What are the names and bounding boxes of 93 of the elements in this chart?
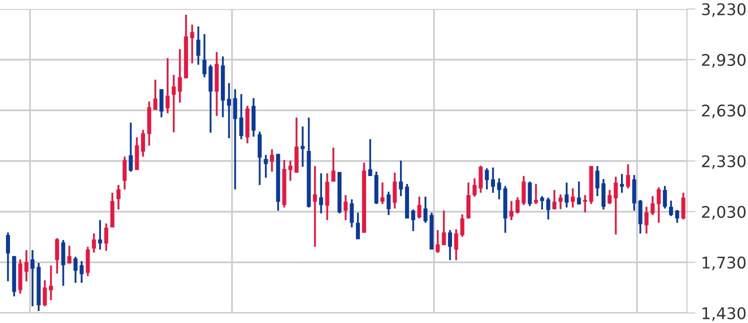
candlestick [534,183,538,205]
candlestick [570,187,575,208]
candlestick [141,129,146,158]
candlestick [48,264,53,302]
candlestick [92,232,96,254]
candlestick [491,166,495,194]
candlestick [159,88,164,118]
candlestick [516,196,520,214]
candlestick [528,180,532,207]
candlestick [540,195,544,210]
candlestick [681,192,686,220]
candlestick [98,219,102,250]
y-tick-label: 2,330 [702,155,746,169]
candlestick [436,229,440,254]
candlestick [552,189,556,210]
candlestick [55,237,60,274]
candlestick [392,172,397,210]
candlestick [239,93,244,140]
candlestick [153,78,158,111]
candlestick [122,156,127,190]
candlestick [233,88,238,190]
candlestick [166,57,170,114]
candlestick [632,174,636,212]
candlestick [270,148,274,173]
candlestick [522,175,526,206]
candlestick [172,74,176,134]
y-tick-label: 2,930 [702,54,746,68]
candlestick [325,172,330,222]
candlestick [644,206,648,234]
candlestick [288,160,292,182]
candlestick [350,198,354,228]
candlestick [608,189,612,205]
candlestick [104,222,108,252]
candlestick [656,186,661,224]
candlestick [67,244,72,264]
candlestick [417,196,422,220]
candlestick [576,180,581,206]
candlestick [448,229,452,262]
candlestick [454,228,458,262]
candlestick [466,182,470,220]
candlestick [602,178,606,210]
candlestick [24,249,28,282]
candlestick [116,184,120,210]
candlestick [620,173,624,194]
candlestick [74,256,78,284]
candlestick [86,246,90,278]
y-tick-label: 1,430 [702,307,746,321]
candlestick [331,146,336,183]
candlestick [190,24,194,64]
candlestick [626,163,630,190]
candlestick [472,177,477,198]
candlestick [558,194,563,210]
candlestick [509,200,514,222]
y-tick-label: 3,230 [702,3,746,17]
y-tick-label: 1,730 [702,256,746,270]
candlestick [6,232,10,282]
candlestick [398,160,403,198]
candlestick [196,25,200,66]
candlestick [319,172,324,214]
candlestick [178,48,182,104]
candlestick [423,196,428,224]
candlestick [344,194,348,222]
candlestick [595,165,600,198]
candlestick [497,177,502,200]
candlestick [564,182,569,208]
candlestick [80,260,84,284]
y-tick-label: 2,030 [702,206,746,220]
candlestick [356,212,360,240]
candlestick [128,122,133,173]
candlestick [478,164,483,194]
candlestick [662,185,667,210]
candlestick [227,82,231,140]
candlestick [411,208,416,232]
candlestick [669,200,674,217]
candlestick [614,176,618,236]
candlestick [312,165,317,248]
candlestick [42,279,47,308]
candlestick [386,190,391,216]
candlestick [380,182,384,205]
y-tick-label: 2,630 [702,104,746,118]
candlestick [675,209,680,224]
candlestick [300,126,305,168]
candlestick [650,195,655,216]
candlestick [484,167,489,190]
candlestick [638,199,642,234]
candlestick [30,249,35,308]
candlestick [202,33,206,78]
candlestick [258,130,262,186]
candlestick [442,210,446,246]
candlestick [61,239,66,287]
candlestick [460,213,464,238]
candlestick [264,154,268,179]
candlestick [368,138,372,177]
